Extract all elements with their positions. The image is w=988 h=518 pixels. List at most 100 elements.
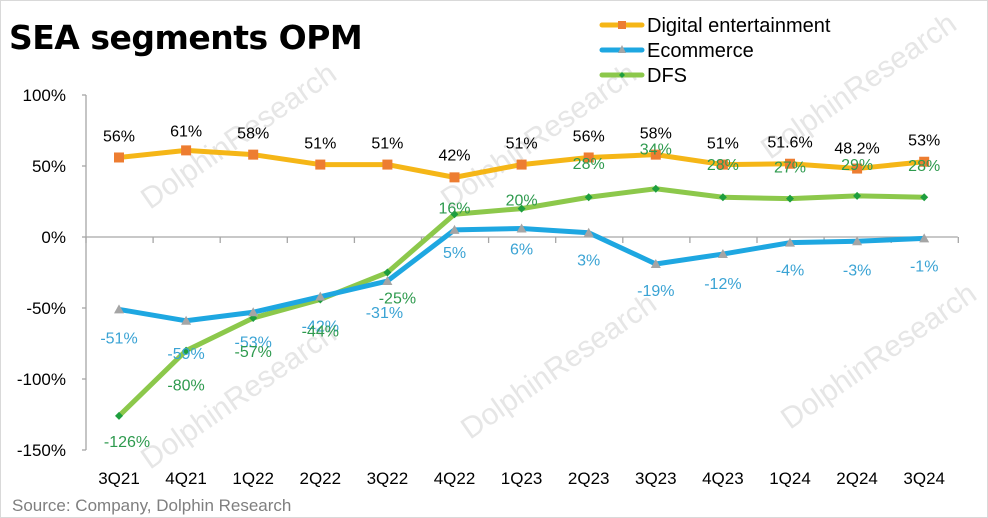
data-point-diamond xyxy=(383,268,392,277)
data-label: -1% xyxy=(910,258,938,275)
data-point-square xyxy=(516,159,527,170)
data-label: -42% xyxy=(302,319,339,336)
data-point-diamond xyxy=(786,194,794,203)
data-label: 58% xyxy=(640,126,672,143)
x-tick-label: 3Q22 xyxy=(367,469,409,488)
x-tick-label: 3Q21 xyxy=(98,469,140,488)
data-label: 16% xyxy=(438,200,470,217)
x-tick-label: 2Q23 xyxy=(568,469,610,488)
data-label: -12% xyxy=(704,276,741,293)
y-tick-label: 100% xyxy=(23,86,66,105)
data-label: 48.2% xyxy=(834,141,879,158)
watermark-text: DolphinResearch xyxy=(455,287,662,446)
data-point-square xyxy=(449,172,460,183)
data-point-diamond xyxy=(115,411,123,420)
data-point-square xyxy=(114,152,124,163)
data-label: 28% xyxy=(573,156,605,173)
data-label: 51% xyxy=(506,136,538,153)
data-label: -59% xyxy=(167,346,204,363)
data-label: -53% xyxy=(235,334,272,351)
data-label: 5% xyxy=(443,245,466,262)
data-label: -31% xyxy=(366,305,403,322)
data-point-triangle xyxy=(449,224,460,234)
data-label: 53% xyxy=(908,133,940,150)
data-point-square xyxy=(315,159,326,170)
y-tick-label: -150% xyxy=(17,441,66,460)
x-tick-label: 1Q22 xyxy=(232,469,274,488)
data-point-square xyxy=(382,159,393,170)
data-point-triangle xyxy=(181,315,192,325)
data-point-diamond xyxy=(182,346,191,355)
data-label: 51% xyxy=(304,136,336,153)
data-label: 27% xyxy=(774,160,806,177)
x-tick-label: 4Q23 xyxy=(702,469,744,488)
legend-label: DFS xyxy=(647,65,687,87)
data-point-diamond xyxy=(584,193,593,202)
x-tick-label: 4Q22 xyxy=(434,469,476,488)
data-labels: 56% 61% 58% 51% 51% 42% 51% 56% 58% 51% 51.6% 48.2%… xyxy=(100,123,940,451)
data-label: 58% xyxy=(237,126,269,143)
data-point-square xyxy=(583,152,594,163)
data-point-square xyxy=(650,149,661,160)
data-point-triangle xyxy=(516,223,527,233)
markers xyxy=(114,145,930,420)
data-label: -3% xyxy=(843,262,871,279)
source-note: Source: Company, Dolphin Research xyxy=(12,496,292,515)
legend-label: Ecommerce xyxy=(647,40,754,62)
data-point-triangle xyxy=(919,233,930,243)
data-label: -80% xyxy=(167,378,204,395)
data-label: 20% xyxy=(506,193,538,210)
data-point-square xyxy=(852,163,863,174)
chart-title: SEA segments OPM xyxy=(9,18,363,57)
data-point-triangle xyxy=(650,258,661,268)
data-point-triangle xyxy=(315,291,326,301)
legend-marker-diamond xyxy=(619,72,625,78)
data-label: -126% xyxy=(104,434,150,451)
data-point-triangle xyxy=(248,307,259,317)
data-label: 51% xyxy=(707,136,739,153)
data-label: 51.6% xyxy=(767,135,812,152)
data-point-diamond xyxy=(517,204,526,213)
data-label: -25% xyxy=(379,291,416,308)
x-tick-label: 3Q24 xyxy=(903,469,945,488)
legend-item-ecommerce: Ecommerce xyxy=(599,40,754,62)
legend-item-dfs: DFS xyxy=(599,65,687,87)
x-tick-label: 3Q23 xyxy=(635,469,677,488)
x-tick-label: 1Q23 xyxy=(501,469,543,488)
x-tick-label: 4Q21 xyxy=(165,469,207,488)
data-point-diamond xyxy=(718,193,727,202)
data-label: -44% xyxy=(302,323,339,340)
data-point-triangle xyxy=(717,249,728,259)
legend-marker-square xyxy=(618,21,626,29)
data-label: 51% xyxy=(371,136,403,153)
data-point-triangle xyxy=(583,227,594,237)
data-point-square xyxy=(785,158,795,169)
data-label: -19% xyxy=(637,283,674,300)
legend-label: Digital entertainment xyxy=(647,15,831,37)
data-label: -4% xyxy=(776,263,804,280)
data-label: 28% xyxy=(707,157,739,174)
data-point-diamond xyxy=(651,184,660,193)
y-tick-label: 50% xyxy=(32,157,66,176)
x-tick-label: 2Q24 xyxy=(836,469,878,488)
data-point-square xyxy=(181,145,192,156)
x-tick-label: 2Q22 xyxy=(300,469,342,488)
data-label: 29% xyxy=(841,157,873,174)
watermark-text: DolphinResearch xyxy=(775,277,982,436)
data-label: 56% xyxy=(103,128,135,145)
y-tick-label: 0% xyxy=(41,228,66,247)
data-label: -51% xyxy=(100,330,137,347)
y-tick-label: -50% xyxy=(26,299,66,318)
data-label: 42% xyxy=(438,147,470,164)
data-label: 3% xyxy=(577,253,600,270)
data-point-triangle xyxy=(852,236,863,246)
data-point-triangle xyxy=(785,237,795,247)
data-point-triangle xyxy=(114,304,124,314)
data-label: 6% xyxy=(510,241,533,258)
data-label: 61% xyxy=(170,123,202,140)
data-label: 28% xyxy=(908,158,940,175)
data-label: -57% xyxy=(235,344,272,361)
y-tick-label: -100% xyxy=(17,370,66,389)
legend-marker-triangle xyxy=(618,45,626,53)
